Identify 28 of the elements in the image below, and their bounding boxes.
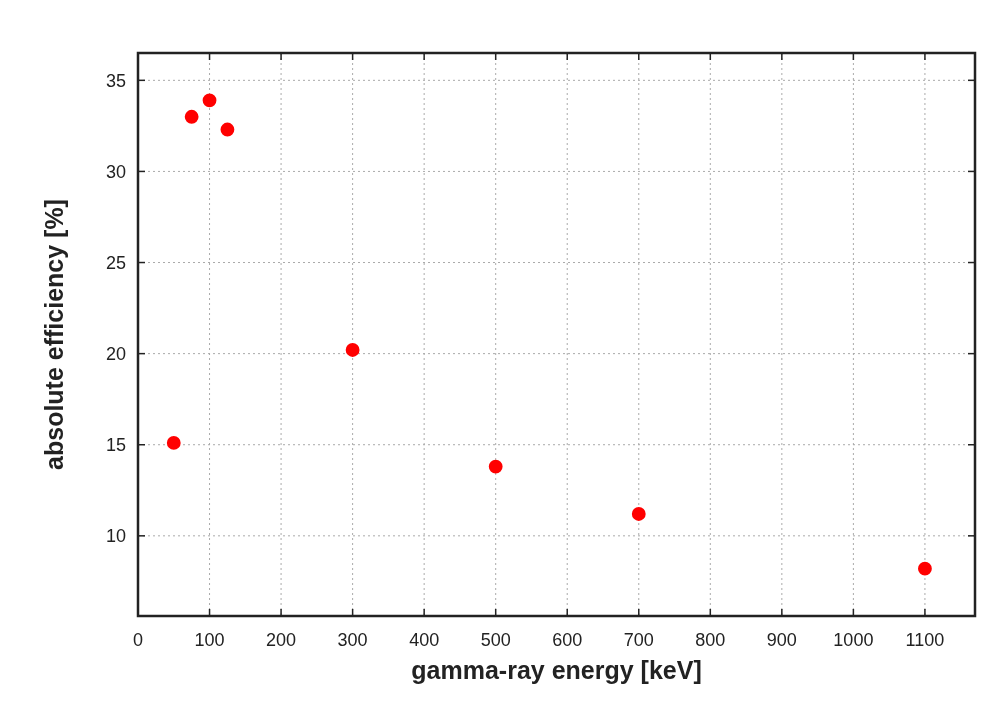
- x-tick-label: 200: [266, 630, 297, 650]
- x-tick-label: 1000: [833, 630, 874, 650]
- x-tick-label: 800: [695, 630, 726, 650]
- y-tick-label: 35: [105, 70, 126, 91]
- x-tick-label: 400: [409, 630, 440, 650]
- x-tick-label: 600: [552, 630, 583, 650]
- x-tick-label: 500: [480, 630, 511, 650]
- x-tick-label: 1100: [905, 630, 945, 650]
- x-tick-label: 700: [623, 630, 654, 650]
- y-tick-label: 15: [105, 435, 126, 456]
- x-tick-label: 300: [337, 630, 368, 650]
- point: [345, 343, 360, 357]
- x-tick-label: 900: [766, 630, 797, 650]
- x-tick-label: 100: [194, 630, 225, 650]
- point: [488, 459, 503, 474]
- x-axis-title: gamma-ray energy [keV]: [411, 656, 702, 684]
- point: [220, 122, 235, 137]
- y-tick-label: 25: [105, 252, 126, 273]
- point: [918, 561, 932, 576]
- point: [166, 436, 181, 450]
- y-tick-label: 30: [105, 161, 126, 182]
- y-axis-title: absolute efficiency [%]: [40, 199, 68, 470]
- point: [631, 507, 646, 521]
- x-tick-label: 0: [132, 630, 144, 650]
- y-tick-label: 20: [105, 343, 126, 364]
- point: [202, 93, 217, 108]
- point: [184, 109, 199, 124]
- y-tick-label: 10: [105, 526, 126, 547]
